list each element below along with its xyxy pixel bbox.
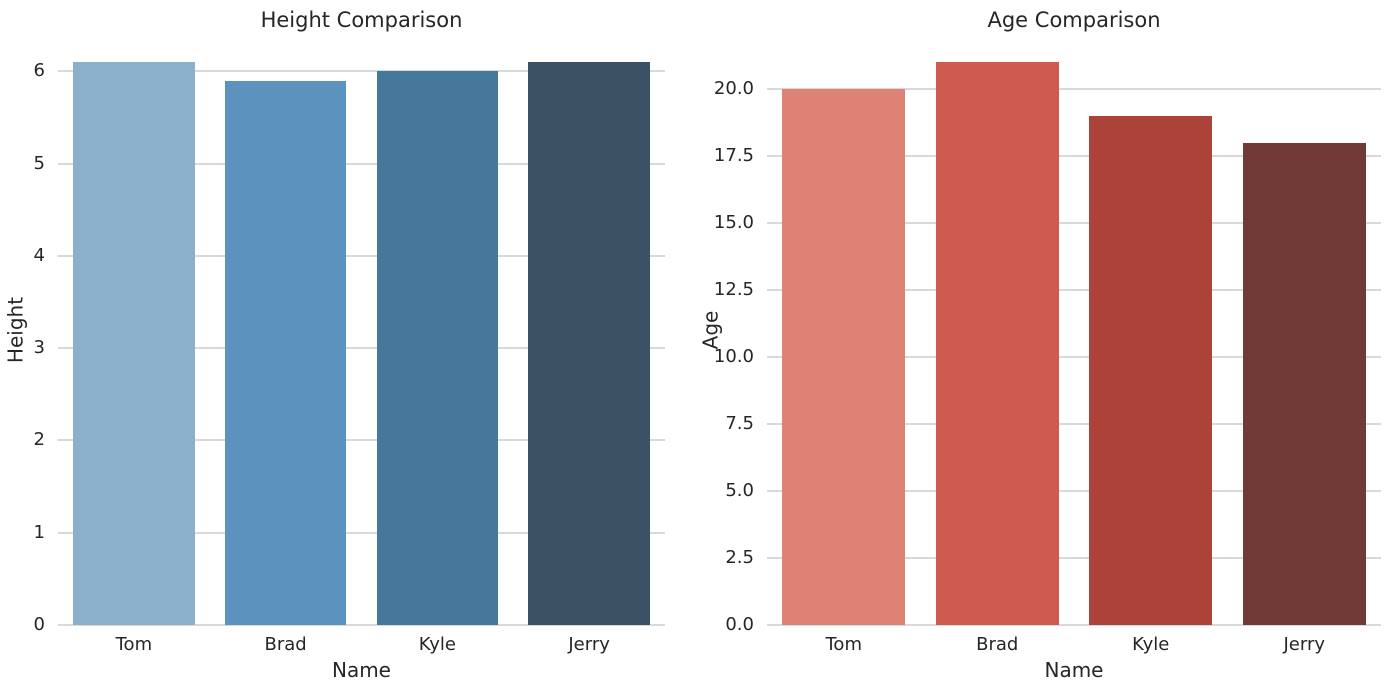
x-axis-label: Name [331,658,391,682]
x-tick-label: Jerry [568,634,610,655]
x-axis-label: Name [1044,658,1104,682]
x-tick-label: Jerry [1283,634,1326,655]
y-tick-label: 5.0 [725,479,754,501]
y-tick-label: 0.0 [725,614,754,635]
gridline [767,355,1381,358]
x-tick-label: Brad [976,634,1019,655]
subplot-height: Height Comparison Height 0 1 2 3 4 5 6 Tom Brad Kyl… [0,0,694,690]
gridline [58,162,665,165]
gridline [767,422,1381,425]
bar-jerry [1242,142,1366,625]
y-tick-label: 2 [33,429,45,451]
gridline [58,439,665,442]
x-tick-label: Kyle [418,634,456,655]
gridline [767,489,1381,492]
y-tick-label: 0 [33,614,45,635]
gridline [58,624,665,626]
bar-tom [782,88,906,625]
x-tick-label: Tom [825,634,862,655]
gridline [767,288,1381,291]
y-tick-label: 15.0 [713,211,754,233]
bar-brad [935,62,1059,625]
gridline [767,154,1381,157]
y-tick-label: 3 [33,337,45,359]
gridline [767,624,1381,626]
bar-kyle [376,71,499,625]
gridline [767,556,1381,559]
y-tick-label: 10.0 [713,345,754,367]
y-tick-label: 17.5 [713,144,754,166]
subplot-age: Age Comparison Age 0.0 2.5 5.0 7.5 10.0 12.5 15.… [694,0,1389,690]
gridline [58,254,665,257]
y-tick-label: 5 [33,152,45,174]
y-tick-label: 1 [33,521,45,543]
y-tick-label: 7.5 [725,412,754,434]
y-tick-label: 4 [33,244,45,266]
bar-tom [73,62,195,625]
y-tick-label: 6 [33,60,45,82]
bar-jerry [528,62,650,625]
y-axis-label: Age [698,310,722,349]
bar-kyle [1089,115,1213,625]
gridline [58,531,665,534]
y-tick-label: 20.0 [713,77,754,99]
gridline [767,87,1381,90]
gridline [767,221,1381,224]
gridline [58,70,665,73]
x-tick-label: Brad [264,634,307,655]
x-tick-label: Tom [115,634,153,655]
y-tick-label: 12.5 [713,278,754,300]
chart-title: Height Comparison [260,8,463,32]
chart-title: Age Comparison [987,8,1161,32]
bar-brad [224,80,347,625]
gridline [58,347,665,350]
x-tick-label: Kyle [1132,634,1170,655]
y-tick-label: 2.5 [725,546,754,568]
